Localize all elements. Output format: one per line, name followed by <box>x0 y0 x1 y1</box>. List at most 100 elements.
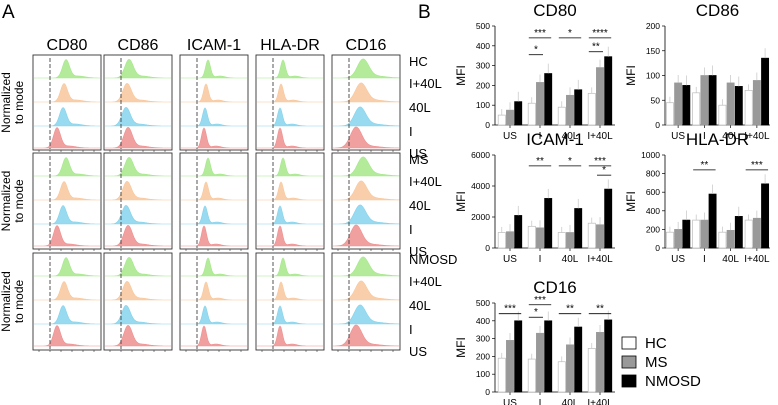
histogram-group-label: NMOSD <box>409 252 457 267</box>
bar-hc <box>527 358 536 393</box>
significance-label: * <box>602 165 606 176</box>
y-tick-label: 150 <box>646 46 660 56</box>
histogram-box <box>179 252 249 351</box>
significance-label: *** <box>504 304 516 315</box>
bar-hc <box>557 232 566 249</box>
x-tick-label: US <box>671 254 685 265</box>
y-tick-label: 400 <box>476 41 490 51</box>
histogram-box <box>255 152 325 250</box>
bar-nmosd <box>761 183 770 249</box>
bar-hc <box>718 231 727 249</box>
legend-swatch-nmosd <box>621 374 637 388</box>
y-tick-label: 500 <box>476 21 490 31</box>
histogram-curve-40l <box>181 83 247 103</box>
y-axis-label: MFI <box>624 191 638 212</box>
y-tick-label: 2000 <box>471 212 490 222</box>
y-tick-label: 100 <box>476 100 490 110</box>
panel-label-b: B <box>418 2 431 23</box>
bar-hc <box>587 222 596 249</box>
x-tick-label: 40L <box>722 131 739 142</box>
significance-label: ** <box>596 304 604 315</box>
histogram-condition-label: US <box>409 244 427 259</box>
bar-hc <box>692 92 701 126</box>
histogram-curve-iplus40l <box>34 157 100 177</box>
histogram-curve-40l <box>257 281 323 301</box>
significance-label: *** <box>751 160 763 171</box>
histogram-curve-i <box>34 305 100 325</box>
histogram-condition-label: US <box>409 146 427 161</box>
histogram-curve-i <box>181 305 247 325</box>
y-tick-label: 200 <box>646 21 660 31</box>
bar-nmosd <box>682 219 691 249</box>
x-tick-label: US <box>503 254 517 265</box>
histogram-curve-i <box>34 107 100 127</box>
bar-ms <box>596 224 604 249</box>
y-tick-label: 400 <box>476 316 490 326</box>
histogram-curve-i <box>34 205 100 225</box>
significance-label: * <box>568 156 572 167</box>
bar-ms <box>566 344 574 393</box>
histogram-curve-us <box>181 127 247 149</box>
x-tick-label: 40L <box>722 254 739 265</box>
histogram-yaxis-title: Normalizedto mode <box>0 72 26 133</box>
bar-nmosd <box>544 320 553 393</box>
histogram-curve-us <box>34 127 100 149</box>
bar-chart-cd86: CD86 MFI 0 50 100 150 200 US I 40L I+40L <box>624 1 770 142</box>
y-axis-label: MFI <box>454 337 468 358</box>
histogram-curve-i <box>333 304 400 325</box>
bar-nmosd <box>604 188 613 249</box>
bar-ms <box>726 82 735 126</box>
histogram-curve-us <box>333 224 400 247</box>
x-tick-label: I+40L <box>744 131 770 142</box>
y-tick-label: 50 <box>651 95 661 105</box>
histogram-condition-label: 40L <box>409 100 431 115</box>
x-tick-label: I <box>703 131 706 142</box>
histogram-curve-us <box>181 225 247 247</box>
x-tick-label: I+40L <box>587 398 613 405</box>
y-tick-label: 500 <box>476 298 490 308</box>
bar-ms <box>536 227 544 249</box>
histogram-curve-i <box>105 204 171 225</box>
histogram-group-label: MS <box>409 152 429 167</box>
bar-hc <box>557 361 566 393</box>
y-tick-label: 200 <box>476 351 490 361</box>
x-tick-label: US <box>503 131 517 142</box>
bar-hc <box>497 232 506 249</box>
histogram-curve-40l <box>181 281 247 301</box>
histogram-panel: CD80 CD86 ICAM-1 HLA-DR CD16 Normalizedto mod… <box>0 37 457 359</box>
histogram-curve-iplus40l <box>257 157 323 177</box>
chart-title: CD80 <box>533 1 576 20</box>
histogram-curve-40l <box>105 82 171 103</box>
bar-nmosd <box>734 216 743 249</box>
legend: HC MS NMOSD <box>621 335 701 390</box>
bar-hc <box>587 92 596 126</box>
histogram-curve-i <box>257 305 323 325</box>
bar-nmosd <box>574 208 583 249</box>
bar-ms <box>674 82 683 126</box>
histogram-box <box>179 152 249 250</box>
bar-ms <box>566 232 574 249</box>
chart-title: CD86 <box>696 1 739 20</box>
y-tick-label: 6000 <box>471 150 490 160</box>
y-axis-label: MFI <box>624 65 638 86</box>
significance-label: *** <box>534 28 546 39</box>
bar-ms <box>700 219 709 249</box>
histogram-curve-iplus40l <box>105 156 171 177</box>
legend-label-ms: MS <box>645 354 668 371</box>
bar-ms <box>752 80 761 126</box>
bar-hc <box>527 225 536 249</box>
histogram-curve-iplus40l <box>333 58 400 79</box>
significance-label: * <box>534 307 538 318</box>
histogram-curve-iplus40l <box>181 59 247 79</box>
bar-hc <box>587 348 596 393</box>
histogram-curve-iplus40l <box>257 257 323 277</box>
y-tick-label: 4000 <box>471 181 490 191</box>
histogram-curve-40l <box>34 281 100 301</box>
histogram-curve-iplus40l <box>34 59 100 79</box>
histogram-box <box>103 152 173 250</box>
bar-ms <box>726 229 735 249</box>
histogram-curve-us <box>34 325 100 347</box>
x-tick-label: US <box>671 131 685 142</box>
legend-label-nmosd: NMOSD <box>645 373 701 390</box>
